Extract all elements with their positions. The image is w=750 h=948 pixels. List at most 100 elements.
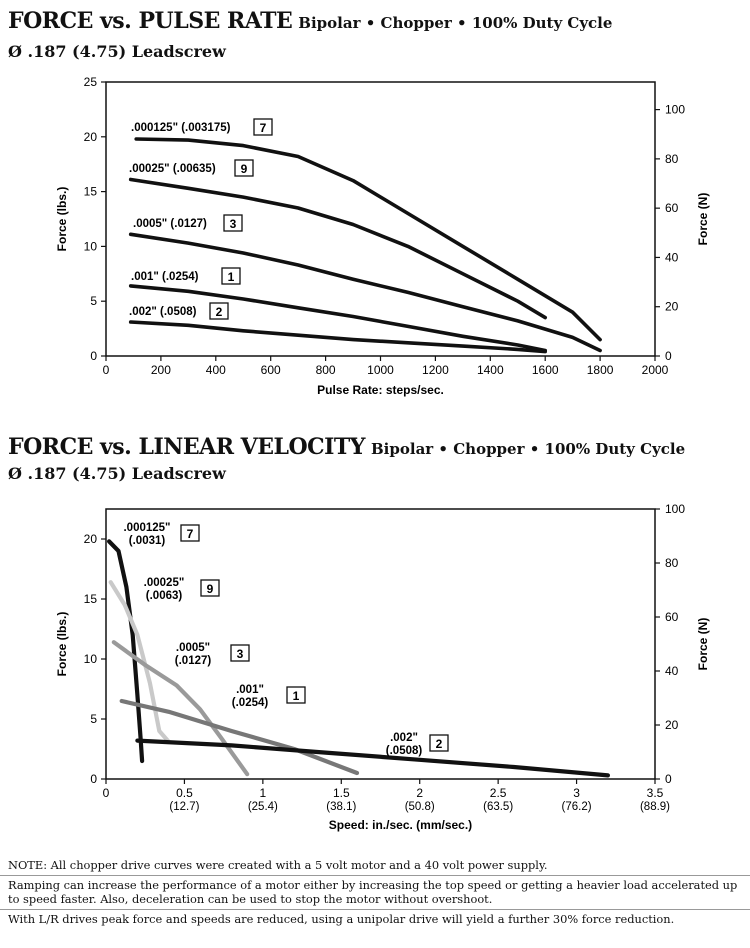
y2-tick-label: 60	[665, 610, 679, 624]
x-axis-label: Speed: in./sec. (mm/sec.)	[329, 818, 472, 832]
curve-number-box	[209, 302, 229, 320]
series-line	[134, 137, 602, 342]
curve-number-box	[429, 734, 449, 752]
x-tick-label: 2.5	[490, 786, 507, 800]
y2-tick-label: 0	[665, 349, 672, 363]
y-axis-label: Force (lbs.)	[55, 612, 69, 677]
series-label-bottom: (.0254)	[232, 697, 269, 709]
y-tick-label: 5	[90, 712, 97, 726]
x-tick-label: 1200	[422, 363, 449, 377]
x-tick-label: 2000	[642, 363, 669, 377]
y-tick-label: 25	[84, 75, 98, 89]
x-axis-label: Pulse Rate: steps/sec.	[317, 383, 444, 397]
x-tick-label: 1000	[367, 363, 394, 377]
x-tick-label: 1.5	[333, 786, 350, 800]
x-tick-label: 3.5	[647, 786, 664, 800]
y-tick-label: 20	[84, 130, 98, 144]
curve-number: 3	[230, 217, 237, 231]
chart2-title: FORCE vs. LINEAR VELOCITY Bipolar • Chopp…	[8, 434, 685, 460]
curve-number-box	[200, 579, 220, 597]
y-tick-label: 10	[84, 239, 98, 253]
y-tick-label: 15	[84, 185, 98, 199]
curve-number: 9	[241, 162, 248, 176]
chart1-title: FORCE vs. PULSE RATE Bipolar • Chopper • …	[8, 8, 612, 34]
curve-number: 1	[293, 689, 300, 703]
series-label-top: .00025"	[144, 577, 185, 589]
y-tick-label: 0	[90, 349, 97, 363]
series-label: .002" (.0508)	[129, 306, 197, 318]
series-label-top: .000125"	[123, 522, 170, 534]
chart1-subtitle: Ø .187 (4.75) Leadscrew	[8, 42, 226, 61]
curve-number-box	[230, 644, 250, 662]
y-tick-label: 0	[90, 772, 97, 786]
x-tick-label: 1600	[532, 363, 559, 377]
plot-frame	[105, 508, 656, 780]
curve-number: 3	[237, 647, 244, 661]
series-label-top: .002"	[390, 732, 418, 744]
y2-tick-label: 80	[665, 556, 679, 570]
y2-axis-label: Force (N)	[696, 618, 710, 671]
y2-tick-label: 20	[665, 300, 679, 314]
note-ramping: Ramping can increase the performance of …	[0, 876, 750, 910]
curve-number: 7	[187, 527, 194, 541]
y2-tick-label: 60	[665, 201, 679, 215]
curve-number: 2	[436, 737, 443, 751]
curve-number-box	[253, 118, 273, 136]
chart1-svg: 0 200 400 600 800 1000 1200 1400 1600 1800 2000051…	[55, 75, 710, 397]
series-label-top: .001"	[236, 684, 264, 696]
series-label-bottom: (.0127)	[175, 655, 212, 667]
chart1-title-main: FORCE vs. PULSE RATE	[8, 8, 293, 34]
chart2-title-main: FORCE vs. LINEAR VELOCITY	[8, 434, 366, 460]
series-label: .00025" (.00635)	[129, 163, 216, 175]
y-axis-label: Force (lbs.)	[55, 187, 69, 252]
x-tick-label: 200	[151, 363, 171, 377]
x-tick-label: 400	[206, 363, 226, 377]
y2-axis-label: Force (N)	[696, 193, 710, 246]
chart2-subtitle: Ø .187 (4.75) Leadscrew	[8, 464, 226, 483]
series-label-bottom: (.0063)	[146, 590, 183, 602]
x-tick-sublabel: (76.2)	[562, 801, 592, 813]
series-label-top: .0005"	[176, 642, 210, 654]
x-tick-label: 2	[416, 786, 423, 800]
y2-tick-label: 20	[665, 718, 679, 732]
curve-number: 2	[216, 305, 223, 319]
curve-number-box	[221, 267, 241, 285]
y2-tick-label: 40	[665, 664, 679, 678]
series-line	[108, 580, 171, 744]
y2-tick-label: 100	[665, 502, 685, 516]
x-tick-sublabel: (63.5)	[483, 801, 513, 813]
series-line	[135, 738, 610, 778]
x-tick-label: 1	[260, 786, 267, 800]
chart1-title-suffix: Bipolar • Chopper • 100% Duty Cycle	[298, 14, 613, 32]
chart2-title-suffix: Bipolar • Chopper • 100% Duty Cycle	[371, 440, 686, 458]
x-tick-label: 0	[103, 363, 110, 377]
notes-section: NOTE: All chopper drive curves were crea…	[0, 856, 750, 929]
series-label: .001" (.0254)	[131, 271, 199, 283]
curve-number: 9	[207, 582, 214, 596]
curve-number: 7	[260, 121, 267, 135]
x-tick-label: 0.5	[176, 786, 193, 800]
curve-number-box	[234, 159, 254, 177]
series-label: .0005" (.0127)	[133, 218, 207, 230]
y2-tick-label: 0	[665, 772, 672, 786]
curve-number-box	[286, 686, 306, 704]
y-tick-label: 20	[84, 532, 98, 546]
x-tick-sublabel: (38.1)	[326, 801, 356, 813]
y2-tick-label: 40	[665, 250, 679, 264]
series-label: .000125" (.003175)	[131, 122, 231, 134]
curve-number-box	[223, 214, 243, 232]
series-line	[128, 320, 547, 354]
y-tick-label: 10	[84, 652, 98, 666]
series-label-bottom: (.0031)	[129, 535, 166, 547]
curve-number: 1	[228, 270, 235, 284]
x-tick-label: 0	[103, 786, 110, 800]
note-chopper: NOTE: All chopper drive curves were crea…	[0, 856, 750, 876]
series-line	[119, 698, 360, 776]
x-tick-label: 1400	[477, 363, 504, 377]
x-tick-sublabel: (12.7)	[169, 801, 199, 813]
x-tick-sublabel: (25.4)	[248, 801, 278, 813]
chart2-svg: 0 0.5(12.7)1(25.4)1.5(38.1)2(50.8)2.5(63.…	[55, 502, 710, 832]
series-line	[107, 539, 145, 764]
x-tick-label: 600	[261, 363, 281, 377]
series-line	[128, 177, 547, 320]
